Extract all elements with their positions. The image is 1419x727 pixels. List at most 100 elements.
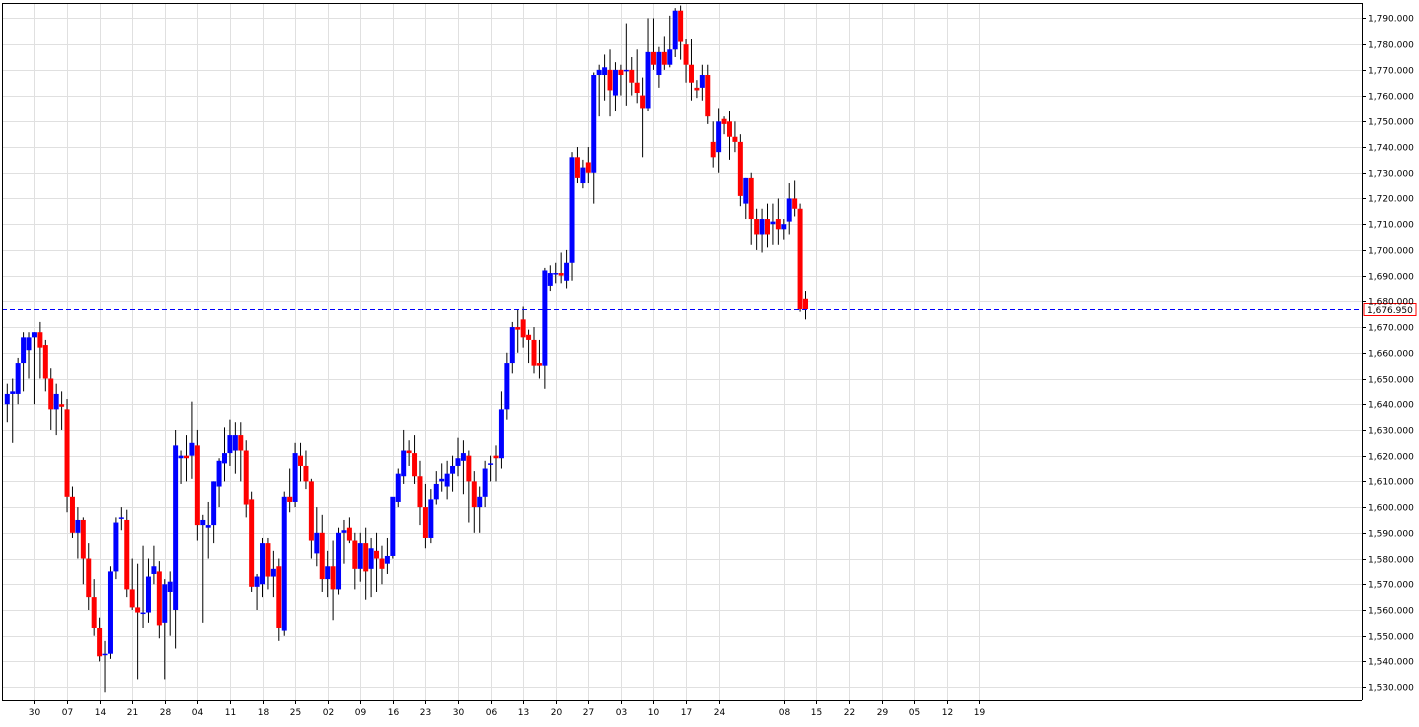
x-tick-label: 28 [160,708,172,718]
candle-body-up [384,555,390,564]
candle-body-up [336,532,342,590]
candle-body-down [732,136,738,142]
candle-body-down [650,51,656,65]
grid [2,3,1362,700]
y-tick-label: 1,680.000 [1368,298,1414,308]
x-tick-label: 08 [779,708,791,718]
candle-body-down [417,476,423,508]
y-tick-label: 1,780.000 [1368,41,1414,51]
candle-body-down [69,496,75,533]
candle-body-down [721,118,727,124]
candle-body-up [341,530,347,533]
candle-body-down [86,558,92,598]
candle-body-up [270,568,276,577]
candle-body-up [667,49,673,65]
candle-body-up [15,363,21,394]
candle-body-down [520,319,526,338]
candle-body-down [374,550,380,559]
candle-body-up [450,465,456,474]
x-tick-label: 25 [290,708,301,718]
candle-body-up [368,548,374,569]
candle-body-up [260,543,266,585]
candle-body-up [759,219,765,235]
candle-body-down [531,339,537,366]
candle-body-up [444,473,450,487]
candle-body-down [422,507,428,538]
candle-body-down [91,597,97,628]
y-tick-label: 1,700.000 [1368,247,1414,257]
candle-body-up [232,435,238,451]
candle-body-down [737,141,743,196]
candle-body-down [607,69,613,91]
candle-body-up [602,67,608,76]
candle-body-up [53,393,59,410]
candle-body-down [265,543,271,577]
candle-body-up [716,121,722,153]
x-tick-label: 22 [844,708,855,718]
candle-body-up [612,69,618,96]
candle-body-up [10,391,16,394]
candle-body-up [222,453,227,464]
x-tick-label: 11 [225,708,236,718]
y-tick-label: 1,650.000 [1368,376,1414,386]
candle-body-up [102,653,108,656]
x-tick-label: 21 [127,708,138,718]
x-tick-label: 18 [258,708,270,718]
y-tick-label: 1,530.000 [1368,684,1414,694]
candle-body-up [596,69,602,76]
candle-body-down [352,540,358,569]
candle-body-down [705,75,711,117]
candle-body-up [564,262,570,281]
candle-body-down [634,82,640,94]
candle-body-up [292,453,298,502]
candle-body-up [547,273,553,286]
candle-body-down [412,453,418,477]
y-tick-label: 1,600.000 [1368,504,1414,514]
candle-body-down [765,219,770,235]
candle-body-up [26,337,32,351]
candle-body-down [308,481,314,541]
candle-body-down [629,69,635,83]
x-tick-label: 17 [681,708,692,718]
candle-body-up [439,478,445,482]
current-price-box [1363,303,1417,316]
candle-body-down [243,450,249,505]
candle-body-up [580,167,586,184]
candle-body-down [574,157,580,178]
x-tick-label: 16 [388,708,400,718]
candle-body-up [699,75,705,88]
candle-body-up [482,468,488,497]
candle-body-up [395,473,401,502]
candle-body-down [515,327,521,330]
candle-body-up [786,198,792,222]
candle-body-up [591,75,597,173]
candle-body-up [200,519,206,526]
candle-body-up [140,612,146,615]
candle-body-down [493,455,499,459]
candle-body-down [585,162,591,173]
candle-body-down [183,455,189,459]
candle-body-up [743,177,749,204]
candle-body-up [433,483,439,500]
y-tick-label: 1,790.000 [1368,15,1414,25]
candle-body-down [330,566,336,590]
candle-body-down [80,519,86,559]
candle-body-down [48,378,54,410]
candle-body-up [325,566,331,580]
candle-body-down [298,455,304,466]
x-tick-label: 10 [648,708,660,718]
candle-body-down [792,198,798,209]
candle-body-up [254,576,260,587]
x-tick-label: 03 [616,708,627,718]
candle-body-down [129,589,135,608]
x-tick-label: 23 [420,708,431,718]
candle-body-up [569,157,575,263]
candle-body-up [4,393,10,405]
candle-body-down [135,607,141,613]
candle-body-up [460,453,466,461]
y-tick-label: 1,740.000 [1368,144,1414,154]
candle-body-down [640,95,646,109]
candle-body-down [471,481,477,508]
candle-body-up [211,481,217,526]
